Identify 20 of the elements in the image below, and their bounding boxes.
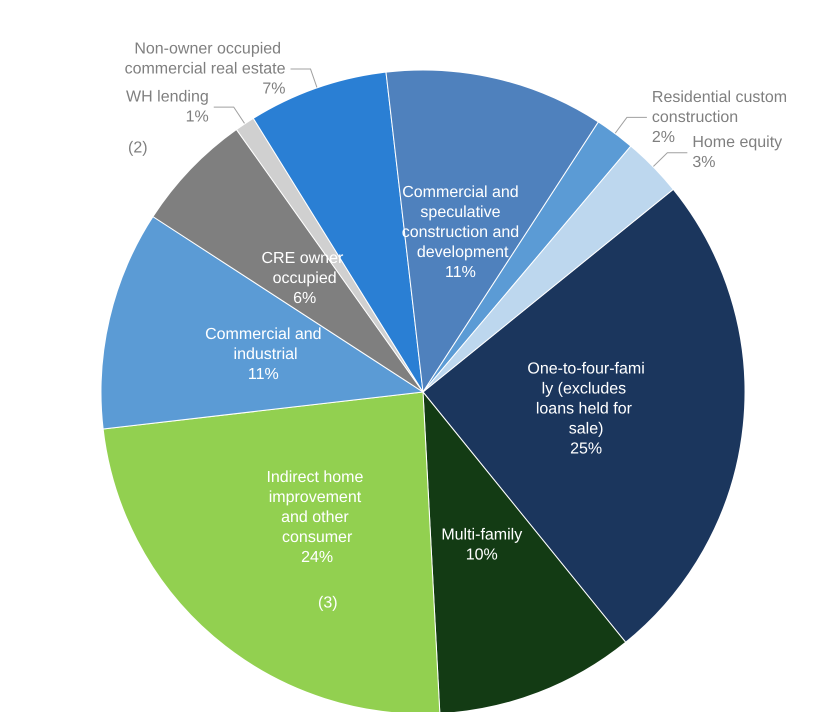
data-label: 2% xyxy=(652,128,676,146)
slice-label: Multi-family xyxy=(441,526,522,544)
text: (2) xyxy=(128,140,148,156)
data-label: 11% xyxy=(445,264,476,281)
slice-label: One-to-four-family (excludes loans held for sale) xyxy=(527,360,645,438)
data-label: 7% xyxy=(262,80,286,98)
data-label: 6% xyxy=(293,290,316,307)
data-label: 1% xyxy=(186,108,209,126)
data-label: 25% xyxy=(570,440,602,458)
data-label: 24% xyxy=(301,548,334,566)
data-label: 10% xyxy=(466,546,498,564)
slice-label: Non-owner occupied commercial real estate xyxy=(124,40,286,78)
data-label: 3% xyxy=(692,154,716,172)
slice-label: Home equity xyxy=(692,134,782,152)
text: (3) xyxy=(318,594,338,612)
slice-label: WH lending xyxy=(126,88,209,106)
slice-label: Residential custom construction xyxy=(652,88,792,126)
slice-label: Commercial and industrial xyxy=(205,326,322,364)
data-label: 11% xyxy=(248,366,279,384)
slice-label: Indirect home improvement and other consumer xyxy=(266,468,368,546)
